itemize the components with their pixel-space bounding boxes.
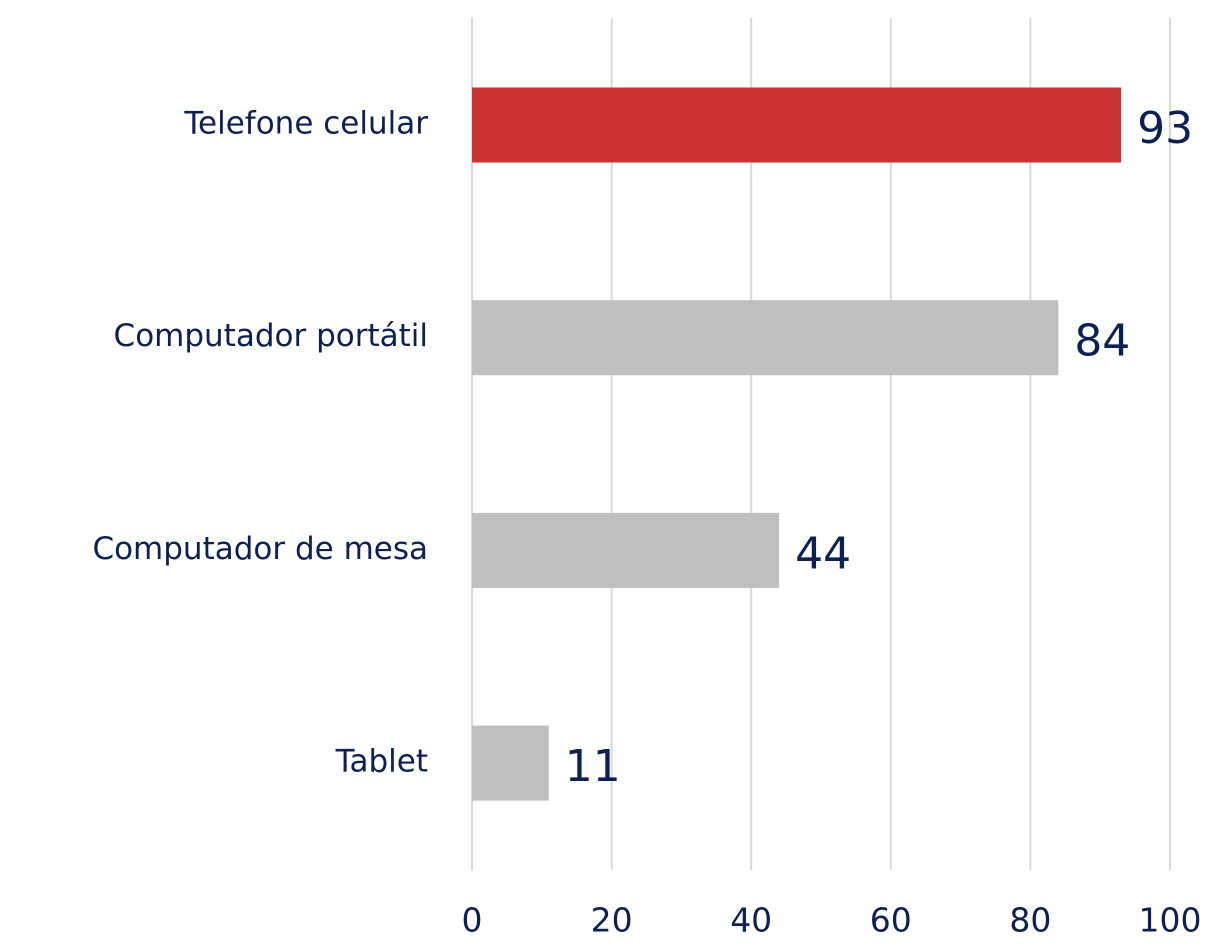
value-label: 84: [1074, 316, 1130, 367]
x-tick-label: 80: [1009, 901, 1051, 940]
value-label: 44: [795, 528, 851, 579]
x-tick-label: 0: [462, 901, 483, 940]
y-tick-label: Tablet: [335, 744, 428, 780]
bar: [472, 725, 549, 801]
bar: [472, 87, 1122, 163]
y-tick-label: Computador portátil: [114, 318, 428, 354]
y-tick-label: Telefone celular: [183, 106, 428, 142]
bar: [472, 512, 780, 588]
x-tick-label: 100: [1139, 901, 1202, 940]
bar: [472, 300, 1059, 376]
value-label: 93: [1137, 103, 1193, 154]
x-tick-label: 40: [730, 901, 772, 940]
y-tick-label: Computador de mesa: [92, 531, 428, 567]
value-label: 11: [565, 741, 621, 792]
x-tick-label: 60: [870, 901, 912, 940]
x-tick-label: 20: [591, 901, 633, 940]
